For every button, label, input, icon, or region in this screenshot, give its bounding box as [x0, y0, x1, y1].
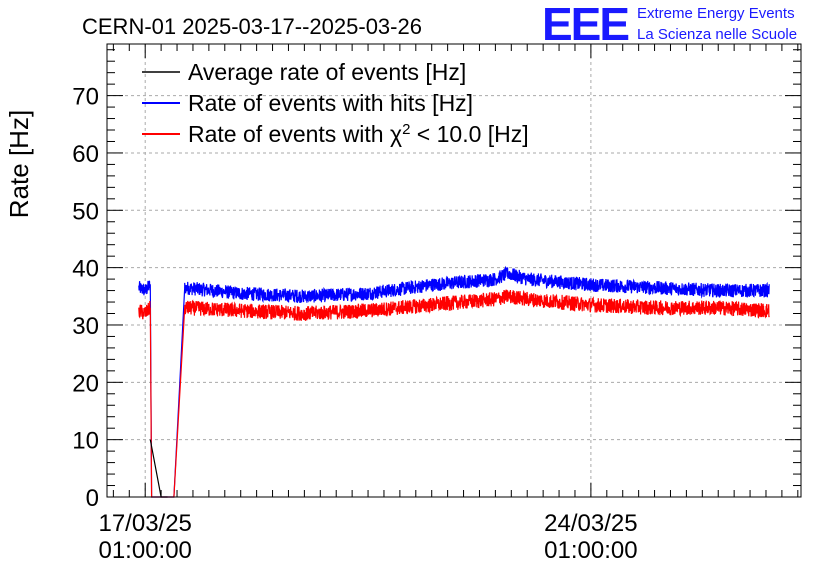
y-tick-label: 60	[72, 141, 99, 168]
y-axis-label: Rate [Hz]	[4, 110, 34, 218]
y-tick-label: 30	[72, 313, 99, 340]
x-tick-date: 17/03/25	[98, 510, 191, 537]
x-tick-time: 01:00:00	[98, 537, 191, 564]
axis-ticks	[107, 44, 801, 498]
eee-logo-line2: La Scienza nelle Scuole	[637, 26, 797, 43]
grid	[107, 44, 801, 497]
legend-label-chi2: Rate of events with χ2 < 10.0 [Hz]	[188, 121, 529, 148]
plot-frame	[106, 43, 802, 498]
eee-logo: EEE Extreme Energy Events La Scienza nel…	[542, 0, 797, 50]
series-line-2	[138, 289, 770, 498]
legend: Average rate of events [Hz] Rate of even…	[142, 59, 529, 147]
chart-title: CERN-01 2025-03-17--2025-03-26	[82, 14, 422, 39]
legend-label-hits: Rate of events with hits [Hz]	[188, 90, 473, 116]
x-tick-time: 01:00:00	[544, 537, 637, 564]
eee-logo-line1: Extreme Energy Events	[637, 5, 795, 22]
y-tick-labels: 0 10 20 30 40 50 60 70	[72, 84, 99, 512]
y-tick-label: 70	[72, 84, 99, 111]
y-tick-label: 50	[72, 198, 99, 225]
series-line-1	[138, 265, 770, 498]
legend-label-average: Average rate of events [Hz]	[188, 59, 466, 85]
series-line-0	[149, 439, 168, 498]
y-tick-label: 0	[86, 485, 99, 512]
eee-logo-mark: EEE	[542, 0, 628, 50]
x-tick-date: 24/03/25	[544, 510, 637, 537]
y-tick-label: 20	[72, 370, 99, 397]
y-tick-label: 10	[72, 428, 99, 455]
y-tick-label: 40	[72, 256, 99, 283]
